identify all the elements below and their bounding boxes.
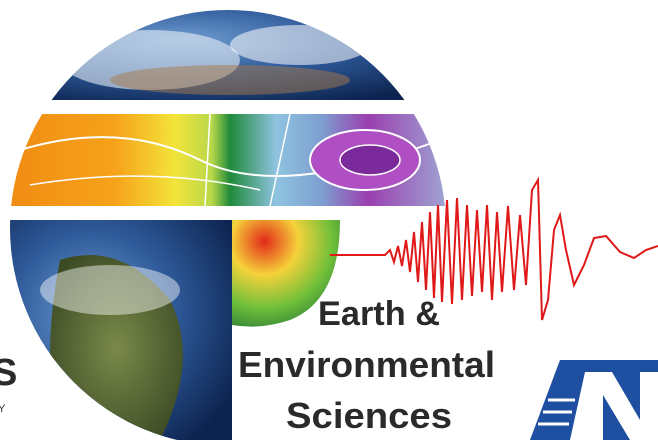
title-line: Sciences xyxy=(286,395,452,436)
title-line: Environmental xyxy=(238,344,495,385)
edge-fragment: Y xyxy=(0,403,6,415)
edge-fragment: S xyxy=(0,352,17,394)
seismograph-trace xyxy=(330,176,658,321)
njit-logo xyxy=(530,360,658,440)
title-line: Earth & xyxy=(318,295,440,333)
